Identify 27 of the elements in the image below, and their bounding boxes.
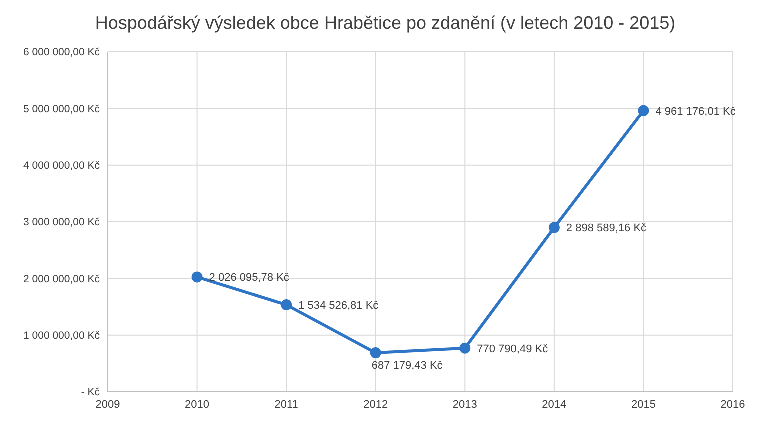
x-tick-label: 2012 [364, 398, 388, 411]
y-tick-label: 3 000 000,00 Kč [24, 216, 100, 229]
x-tick-label: 2013 [452, 398, 478, 411]
y-tick-label: 4 000 000,00 Kč [24, 160, 100, 172]
y-tick-label: 1 000 000,00 Kč [24, 330, 100, 342]
point [460, 342, 471, 354]
point [281, 300, 292, 311]
x-tick-label: 2014 [542, 398, 567, 411]
y-tick-label: 5 000 000,00 Kč [24, 103, 100, 116]
data-label: 770 790,49 Kč [477, 343, 549, 356]
data-label: 1 534 526,81 Kč [298, 300, 380, 312]
x-tick-label: 2015 [631, 398, 656, 411]
point [370, 348, 382, 359]
chart-title: Hospodářský výsledek obce Hrabětice po zdanění (v letech 2010 - 2015) [94, 12, 677, 35]
y-tick-label: 6 000 000,00 Kč [24, 46, 100, 59]
point [192, 272, 203, 283]
data-label: 2 898 589,16 Kč [566, 222, 648, 235]
x-tick-label: 2011 [274, 398, 298, 411]
data-label: 4 961 176,01 Kč [656, 106, 736, 118]
y-tick-label: - Kč [81, 386, 100, 399]
point [638, 105, 650, 116]
y-tick-label: 2 000 000,00 Kč [24, 273, 100, 286]
x-tick-label: 2016 [720, 398, 746, 411]
point [548, 222, 560, 234]
x-tick-label: 2010 [185, 398, 210, 411]
data-label: 687 179,43 Kč [372, 360, 444, 372]
x-tick-label: 2009 [96, 398, 120, 411]
